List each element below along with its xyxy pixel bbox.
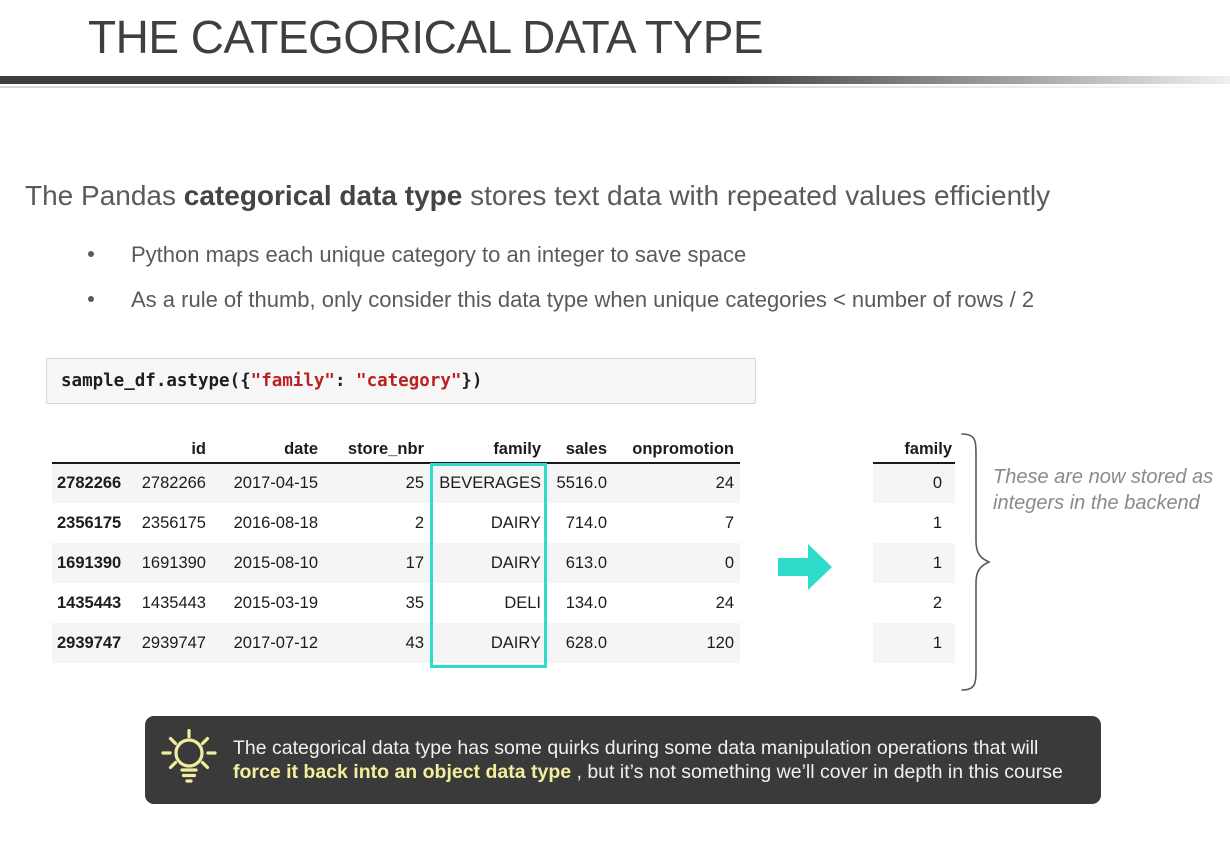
code-part: sample_df.astype({ <box>61 371 251 391</box>
table-header-row: id date store_nbr family sales onpromoti… <box>52 437 740 464</box>
table-row: 1435443 1435443 2015-03-19 35 DELI 134.0… <box>52 583 740 623</box>
curly-brace-icon <box>961 433 991 691</box>
callout-line1: The categorical data type has some quirk… <box>233 736 1039 759</box>
code-text: sample_df.astype({"family": "category"}) <box>61 371 482 391</box>
row-index: 2356175 <box>57 513 122 532</box>
intro-post: stores text data with repeated values ef… <box>462 180 1051 211</box>
result-table: family 0 1 1 2 1 <box>873 437 955 663</box>
page-title: THE CATEGORICAL DATA TYPE <box>88 11 764 63</box>
table-row: 1 <box>873 503 955 543</box>
code-string: "category" <box>356 371 462 391</box>
cell-family: DELI <box>504 593 541 612</box>
cell-onpromotion: 120 <box>706 633 734 652</box>
cell-family-code: 1 <box>932 513 942 532</box>
intro-pre: The Pandas <box>25 180 184 211</box>
intro-bold: categorical data type <box>183 180 463 211</box>
cell-id: 1435443 <box>141 593 206 612</box>
cell-store-nbr: 17 <box>405 553 424 572</box>
cell-id: 2939747 <box>141 633 206 652</box>
cell-family: BEVERAGES <box>439 474 541 492</box>
cell-date: 2017-04-15 <box>233 474 318 492</box>
dataframe-table: id date store_nbr family sales onpromoti… <box>52 437 740 668</box>
cell-family: DAIRY <box>490 633 541 652</box>
cell-date: 2015-08-10 <box>233 553 318 572</box>
row-index: 1435443 <box>57 593 122 612</box>
code-block: sample_df.astype({"family": "category"}) <box>46 358 756 404</box>
transform-arrow-icon <box>778 544 832 590</box>
table-row: 1 <box>873 623 955 663</box>
cell-family: DAIRY <box>490 513 541 532</box>
table-row: 2782266 2782266 2017-04-15 25 BEVERAGES … <box>52 463 740 503</box>
cell-store-nbr: 25 <box>405 474 424 492</box>
cell-date: 2017-07-12 <box>233 633 318 652</box>
col-header-sales: sales <box>547 437 613 464</box>
row-index: 1691390 <box>57 553 122 572</box>
intro-text: The Pandas categorical data type stores … <box>25 180 1050 212</box>
bullet-dot-icon <box>88 251 94 257</box>
cell-family-code: 0 <box>932 474 942 492</box>
table-row: 1691390 1691390 2015-08-10 17 DAIRY 613.… <box>52 543 740 583</box>
result-dataframe: family 0 1 1 2 1 <box>873 437 955 663</box>
cell-onpromotion: 24 <box>715 593 734 612</box>
table-row: 0 <box>873 463 955 503</box>
annotation-text: These are now stored as integers in the … <box>993 464 1213 516</box>
bullet-item: As a rule of thumb, only consider this d… <box>88 287 1034 313</box>
cell-onpromotion: 0 <box>724 553 734 572</box>
col-header-family: family <box>430 437 547 464</box>
cell-id: 2782266 <box>141 474 206 492</box>
bullet-dot-icon <box>88 296 94 302</box>
bullet-list: Python maps each unique category to an i… <box>88 242 1034 332</box>
cell-id: 1691390 <box>141 553 206 572</box>
title-underline-shadow <box>0 86 1230 88</box>
cell-store-nbr: 35 <box>405 593 424 612</box>
bullet-text: As a rule of thumb, only consider this d… <box>131 287 1035 312</box>
lightbulb-icon <box>145 729 233 791</box>
code-part: }) <box>461 371 483 391</box>
table-row: 2 <box>873 583 955 623</box>
callout-box: The categorical data type has some quirk… <box>145 716 1101 804</box>
table-header-row: family <box>873 437 955 464</box>
dataframe: id date store_nbr family sales onpromoti… <box>52 437 740 663</box>
annotation-line: integers in the backend <box>993 492 1200 514</box>
cell-id: 2356175 <box>141 513 206 532</box>
cell-sales: 5516.0 <box>556 474 607 492</box>
cell-store-nbr: 2 <box>414 513 424 532</box>
col-header-family: family <box>873 437 955 464</box>
callout-line2: , but it’s not something we’ll cover in … <box>571 761 1063 783</box>
col-header-store-nbr: store_nbr <box>324 437 430 464</box>
cell-onpromotion: 24 <box>715 474 734 492</box>
code-part: : <box>334 371 357 391</box>
cell-sales: 613.0 <box>565 553 607 572</box>
col-header-id: id <box>136 437 212 464</box>
cell-family-code: 2 <box>932 593 942 612</box>
title-underline <box>0 76 1230 84</box>
cell-family-code: 1 <box>932 633 942 652</box>
row-index: 2782266 <box>57 474 122 492</box>
cell-sales: 714.0 <box>565 513 607 532</box>
col-header-onpromotion: onpromotion <box>613 437 740 464</box>
cell-family-code: 1 <box>932 553 942 572</box>
col-header-index <box>52 437 136 464</box>
code-string: "family" <box>250 371 335 391</box>
callout-highlight: force it back into an object data type <box>233 761 572 783</box>
cell-date: 2015-03-19 <box>233 593 318 612</box>
bullet-text: Python maps each unique category to an i… <box>131 242 747 267</box>
col-header-date: date <box>212 437 324 464</box>
cell-sales: 134.0 <box>565 593 607 612</box>
table-row: 2939747 2939747 2017-07-12 43 DAIRY 628.… <box>52 623 740 663</box>
annotation-line: These are now stored as <box>993 466 1214 488</box>
bullet-item: Python maps each unique category to an i… <box>88 242 1034 268</box>
cell-family: DAIRY <box>490 553 541 572</box>
table-row: 1 <box>873 543 955 583</box>
callout-text: The categorical data type has some quirk… <box>233 736 1101 785</box>
cell-store-nbr: 43 <box>405 633 424 652</box>
cell-sales: 628.0 <box>565 633 607 652</box>
row-index: 2939747 <box>57 633 122 652</box>
table-row: 2356175 2356175 2016-08-18 2 DAIRY 714.0… <box>52 503 740 543</box>
cell-date: 2016-08-18 <box>233 513 318 532</box>
cell-onpromotion: 7 <box>724 513 734 532</box>
